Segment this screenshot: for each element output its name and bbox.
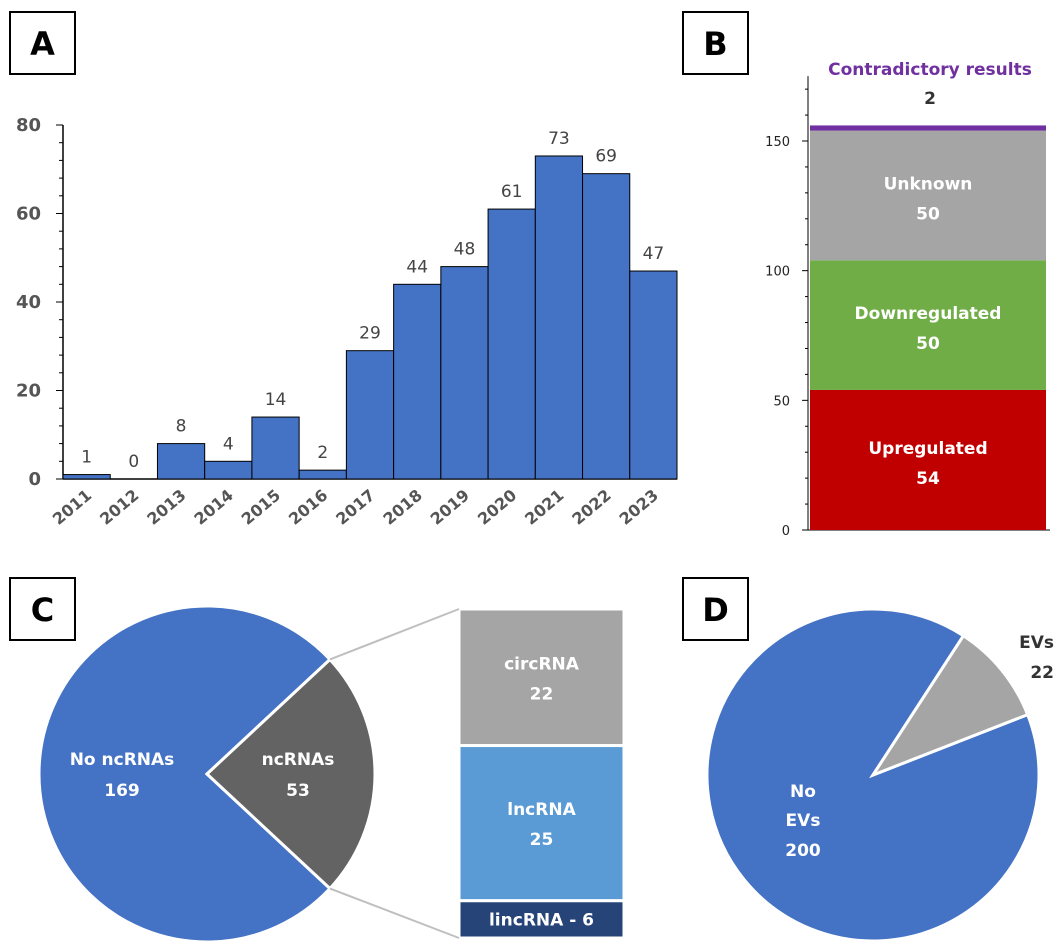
panel-c: No ncRNAs 169 ncRNAs 53 circRNA 22 lncRNA 25 lin…: [9, 577, 626, 941]
breakdown-circrna: [457, 607, 626, 748]
bar-value-label: 1: [81, 448, 92, 468]
panel-d-letter: D: [702, 591, 729, 629]
bar-value-label: 29: [359, 324, 381, 344]
connector-bottom: [329, 887, 460, 939]
x-tick-label: 2017: [332, 486, 378, 529]
x-tick-label: 2011: [49, 486, 95, 529]
bar-2022: [582, 173, 631, 480]
y-tick-label: 0: [782, 524, 790, 539]
segment-upregulated: [810, 389, 1046, 530]
pie-slice-evs: [869, 633, 1030, 779]
breakdown-name-label: lncRNA: [507, 800, 576, 820]
bar-2017: [345, 350, 395, 480]
panel-c-letter: C: [31, 591, 54, 629]
panel-d-letter-box: [682, 577, 749, 641]
segment-name-label: Unknown: [884, 174, 973, 194]
pie-value-evs: 22: [1030, 663, 1054, 683]
x-tick-label: 2023: [616, 486, 662, 529]
x-tick-label: 2018: [379, 486, 425, 529]
y-tick-label: 80: [16, 115, 41, 136]
y-tick-label: 60: [16, 204, 41, 225]
segment-value-label: 54: [916, 469, 940, 489]
pie-value-no-ncrnas: 169: [104, 781, 140, 801]
bar-2011: [62, 474, 111, 480]
segment-value-label: 50: [916, 204, 940, 224]
chart-c-pie-with-breakdown: No ncRNAs 169 ncRNAs 53 circRNA 22 lncRNA 25 lin…: [37, 604, 626, 941]
bar-2021: [534, 155, 584, 480]
y-tick-label: 0: [28, 469, 41, 490]
segment-unknown: [810, 130, 1046, 261]
chart-a-yearly-bars: 0 20 40 60 80 1 2011 0 2012 8 2013 4 2014 14 2015 2 2016…: [16, 115, 678, 529]
bar-2014: [204, 460, 253, 480]
panel-a: A 0 20 40 60 80 1 2011 0 2012 8 2013 4 2014 14 2015 2 20…: [9, 11, 678, 529]
contradictory-label: Contradictory results: [828, 60, 1032, 80]
bar-2016: [298, 469, 347, 480]
bar-value-label: 73: [548, 129, 570, 149]
x-tick-label: 2015: [238, 486, 284, 529]
breakdown-name-label: circRNA: [504, 654, 580, 674]
breakdown-value-label: 25: [530, 830, 554, 850]
bar-value-label: 4: [223, 434, 234, 454]
chart-b-stacked-bar: 0 50 100 150 Upregulated 54 Downregulated 50 Unk…: [765, 60, 1050, 539]
bar-value-label: 0: [128, 452, 139, 472]
contradictory-value: 2: [924, 89, 936, 109]
x-tick-label: 2020: [474, 486, 520, 529]
y-tick-label: 40: [16, 292, 41, 313]
x-tick-label: 2012: [96, 486, 142, 529]
panel-b-letter-box: [682, 11, 749, 75]
x-tick-label: 2021: [521, 486, 567, 529]
breakdown-lincrna-label: lincRNA - 6: [489, 910, 594, 930]
pie-value-no-evs: 200: [785, 841, 821, 861]
bar-value-label: 48: [454, 240, 476, 260]
connector-top: [329, 608, 460, 661]
x-tick-label: 2019: [427, 486, 473, 529]
bar-value-label: 8: [176, 417, 187, 437]
panel-d: No EVs 200 EVs 22 D: [682, 577, 1054, 941]
segment-contradictory-results: [810, 125, 1046, 131]
y-tick-label: 50: [773, 394, 790, 409]
x-tick-label: 2016: [285, 486, 331, 529]
x-tick-label: 2022: [568, 486, 614, 529]
bar-value-label: 14: [265, 390, 287, 410]
bar-2018: [393, 283, 442, 480]
bar-2015: [251, 416, 300, 480]
pie-label-no-evs-line1: No: [790, 782, 816, 802]
pie-label-no-evs-line2: EVs: [786, 811, 821, 831]
x-tick-label: 2013: [143, 486, 189, 529]
bar-value-label: 61: [501, 182, 523, 202]
panel-b: B 0 50 100 150 Upregulated 54 Downregulated 50 U…: [682, 11, 1050, 539]
panel-c-letter-box: [9, 577, 76, 641]
bar-2013: [156, 443, 206, 480]
bar-2023: [629, 270, 678, 480]
x-tick-label: 2014: [191, 486, 237, 529]
panel-b-letter: B: [703, 25, 727, 63]
segment-name-label: Upregulated: [868, 439, 987, 459]
bar-2020: [487, 208, 536, 480]
y-tick-label: 150: [765, 135, 790, 150]
pie-label-no-ncrnas: No ncRNAs: [70, 750, 175, 770]
bar-value-label: 44: [406, 257, 428, 277]
pie-label-ncrnas: ncRNAs: [262, 750, 335, 770]
bar-value-label: 47: [643, 244, 665, 264]
breakdown-lincrna: [457, 899, 626, 940]
chart-d-pie: No EVs 200 EVs 22: [705, 607, 1054, 941]
bar-value-label: 69: [595, 147, 617, 167]
breakdown-value-label: 22: [530, 684, 554, 704]
segment-name-label: Downregulated: [855, 304, 1002, 324]
breakdown-lncrna: [457, 744, 626, 903]
bar-2019: [440, 266, 489, 480]
panel-a-letter: A: [30, 25, 55, 63]
y-tick-label: 20: [16, 381, 41, 402]
pie-value-ncrnas: 53: [286, 781, 310, 801]
pie-label-evs: EVs: [1019, 633, 1054, 653]
panel-a-letter-box: [9, 11, 76, 75]
y-tick-label: 100: [765, 265, 790, 280]
bar-value-label: 2: [317, 443, 328, 463]
segment-value-label: 50: [916, 334, 940, 354]
segment-downregulated: [810, 260, 1046, 390]
pie-slice-ncrnas: [204, 657, 377, 891]
